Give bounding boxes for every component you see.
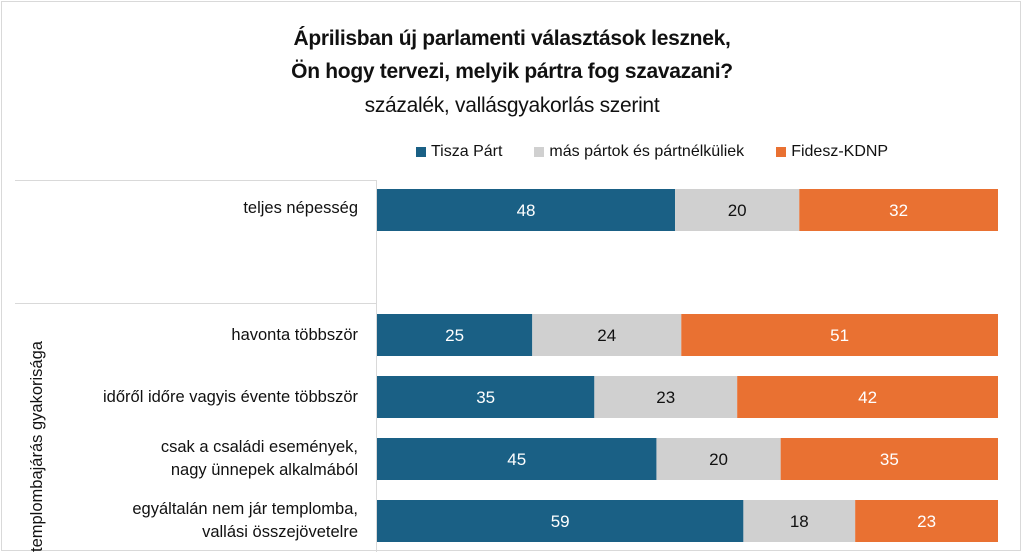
bar-segment bbox=[594, 376, 738, 418]
legend-swatch-other bbox=[534, 147, 545, 157]
legend-swatch-fidesz bbox=[776, 147, 787, 157]
bar-segment bbox=[681, 314, 998, 356]
row-label-line: nagy ünnepek alkalmából bbox=[170, 461, 358, 479]
row-label: havonta többször bbox=[231, 324, 358, 347]
table-line-group bbox=[15, 303, 377, 304]
bar-segment bbox=[743, 500, 856, 542]
bar-segment bbox=[780, 438, 998, 480]
legend-swatch-tisza bbox=[416, 147, 426, 157]
table-line-vertical bbox=[376, 180, 377, 552]
bar-value-label: 59 bbox=[551, 512, 570, 531]
bar-value-label: 20 bbox=[709, 450, 728, 469]
row-label-line: csak a családi események, bbox=[160, 438, 358, 456]
legend-label-fidesz: Fidesz-KDNP bbox=[791, 143, 889, 160]
bar-value-label: 42 bbox=[858, 388, 877, 407]
bar-value-label: 35 bbox=[880, 450, 899, 469]
bar-value-label: 32 bbox=[889, 201, 908, 220]
row-label: egyáltalán nem jár templomba, vallási öss… bbox=[132, 498, 358, 544]
bar-value-label: 45 bbox=[507, 450, 526, 469]
bar-value-label: 24 bbox=[597, 326, 616, 345]
legend: Tisza Párt más pártok és pártnélküliek F… bbox=[416, 143, 920, 161]
row-label-line: egyáltalán nem jár templomba, bbox=[132, 500, 358, 518]
chart-title-line-2: Ön hogy tervezi, melyik pártra fog szava… bbox=[291, 60, 733, 83]
bar-segment bbox=[377, 376, 595, 418]
row-label-line: vallási összejövetelre bbox=[202, 523, 358, 541]
bar-segment bbox=[855, 500, 998, 542]
bar-segment bbox=[377, 189, 676, 231]
bar-segment bbox=[799, 189, 998, 231]
row-label: csak a családi események, nagy ünnepek al… bbox=[161, 436, 358, 482]
row-label: időről időre vagyis évente többször bbox=[103, 386, 358, 409]
table-line-top bbox=[15, 180, 377, 181]
legend-item-fidesz: Fidesz-KDNP bbox=[776, 143, 888, 161]
row-label: teljes népesség bbox=[243, 197, 358, 220]
bar-value-label: 18 bbox=[790, 512, 809, 531]
bar-segment bbox=[377, 500, 744, 542]
chart-title-line-1: Áprilisban új parlamenti választások les… bbox=[293, 27, 731, 50]
row-label-line: teljes népesség bbox=[243, 199, 358, 217]
legend-item-other: más pártok és pártnélküliek bbox=[534, 143, 744, 161]
bar-segment bbox=[532, 314, 682, 356]
bar-segment bbox=[377, 438, 657, 480]
bar-segment bbox=[737, 376, 998, 418]
legend-label-tisza: Tisza Párt bbox=[431, 143, 503, 160]
bar-segment bbox=[377, 314, 533, 356]
bar-value-label: 35 bbox=[476, 388, 495, 407]
bar-value-label: 23 bbox=[656, 388, 675, 407]
chart-subtitle: százalék, vallásgyakorlás szerint bbox=[364, 94, 660, 117]
bar-segment bbox=[656, 438, 781, 480]
bar-value-label: 51 bbox=[830, 326, 849, 345]
bar-value-label: 48 bbox=[517, 201, 536, 220]
row-label-line: időről időre vagyis évente többször bbox=[103, 387, 358, 406]
legend-item-tisza: Tisza Párt bbox=[416, 143, 502, 161]
legend-label-other: más pártok és pártnélküliek bbox=[549, 143, 745, 160]
bar-value-label: 25 bbox=[445, 326, 464, 345]
bar-value-label: 23 bbox=[917, 512, 936, 531]
row-label-line: havonta többször bbox=[231, 325, 358, 344]
bar-value-label: 20 bbox=[728, 201, 747, 220]
bar-segment bbox=[675, 189, 800, 231]
